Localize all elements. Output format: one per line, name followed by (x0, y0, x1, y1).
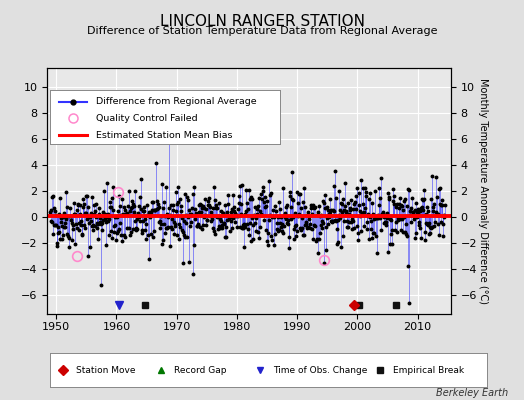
Text: Station Move: Station Move (76, 366, 136, 375)
Text: Time of Obs. Change: Time of Obs. Change (273, 366, 367, 375)
Text: Empirical Break: Empirical Break (393, 366, 464, 375)
Text: LINCOLN RANGER STATION: LINCOLN RANGER STATION (159, 14, 365, 29)
Text: Quality Control Failed: Quality Control Failed (96, 114, 198, 122)
Text: Difference from Regional Average: Difference from Regional Average (96, 97, 257, 106)
Text: Berkeley Earth: Berkeley Earth (436, 388, 508, 398)
Text: Estimated Station Mean Bias: Estimated Station Mean Bias (96, 131, 232, 140)
Y-axis label: Monthly Temperature Anomaly Difference (°C): Monthly Temperature Anomaly Difference (… (478, 78, 488, 304)
Text: Record Gap: Record Gap (174, 366, 227, 375)
Text: Difference of Station Temperature Data from Regional Average: Difference of Station Temperature Data f… (87, 26, 437, 36)
